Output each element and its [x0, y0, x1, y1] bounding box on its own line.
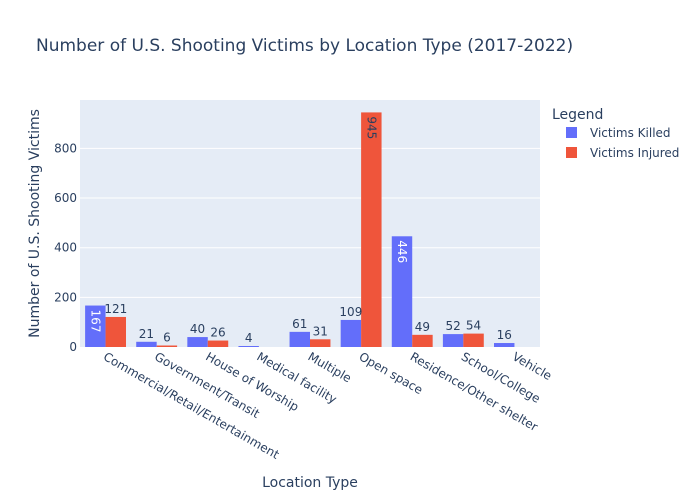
- bar[interactable]: [187, 337, 208, 347]
- y-tick-label: 400: [54, 241, 77, 255]
- bar[interactable]: [310, 339, 331, 347]
- data-label: 54: [466, 319, 481, 333]
- data-label: 446: [395, 240, 409, 263]
- data-label: 945: [364, 116, 378, 139]
- data-label: 167: [88, 310, 102, 333]
- legend-item-label[interactable]: Victims Injured: [590, 146, 679, 160]
- data-label: 21: [139, 327, 154, 341]
- bars: [85, 112, 515, 347]
- data-label: 4: [245, 331, 253, 345]
- y-tick-label: 200: [54, 290, 77, 304]
- legend-item-label[interactable]: Victims Killed: [590, 126, 671, 140]
- y-tick-label: 0: [69, 340, 77, 354]
- legend-swatch: [566, 127, 577, 138]
- bar[interactable]: [412, 334, 433, 347]
- data-label: 52: [445, 319, 460, 333]
- bar[interactable]: [289, 331, 310, 347]
- y-axis-title: Number of U.S. Shooting Victims: [27, 109, 43, 338]
- bar[interactable]: [105, 316, 126, 347]
- bar[interactable]: [442, 334, 464, 347]
- chart-title: Number of U.S. Shooting Victims by Locat…: [36, 36, 573, 56]
- data-label: 109: [339, 305, 362, 319]
- data-label: 16: [497, 328, 512, 342]
- data-label: 61: [292, 317, 307, 331]
- plot-area: [80, 100, 540, 347]
- bar[interactable]: [85, 305, 106, 347]
- x-axis-ticks: Commercial/Retail/EntertainmentGovernmen…: [101, 349, 554, 461]
- data-label: 49: [415, 320, 430, 334]
- bar[interactable]: [340, 319, 362, 347]
- gridlines: [80, 147, 540, 298]
- data-label: 40: [190, 322, 205, 336]
- y-tick-label: 600: [54, 191, 77, 205]
- legend-swatch: [566, 147, 577, 158]
- data-label: 26: [210, 326, 225, 340]
- y-tick-label: 800: [54, 141, 77, 155]
- bar[interactable]: [207, 340, 229, 347]
- data-label: 6: [163, 331, 171, 345]
- bar[interactable]: [156, 345, 178, 347]
- bar[interactable]: [238, 346, 259, 347]
- bar[interactable]: [361, 112, 382, 347]
- y-axis-ticks: 0 200 400 600 800: [54, 141, 77, 354]
- bar[interactable]: [391, 236, 413, 347]
- legend-title: Legend: [552, 107, 603, 123]
- legend[interactable]: Legend Victims Killed Victims Injured: [552, 107, 679, 160]
- bar[interactable]: [463, 333, 484, 347]
- data-label: 31: [313, 324, 328, 338]
- bar[interactable]: [136, 341, 157, 347]
- bar[interactable]: [494, 343, 515, 347]
- x-axis-title: Location Type: [262, 475, 358, 491]
- data-labels: 167 21 40 4 61 109 446 52 16 121 6 26 31 945 49 54: [88, 116, 512, 345]
- data-label: 121: [104, 302, 127, 316]
